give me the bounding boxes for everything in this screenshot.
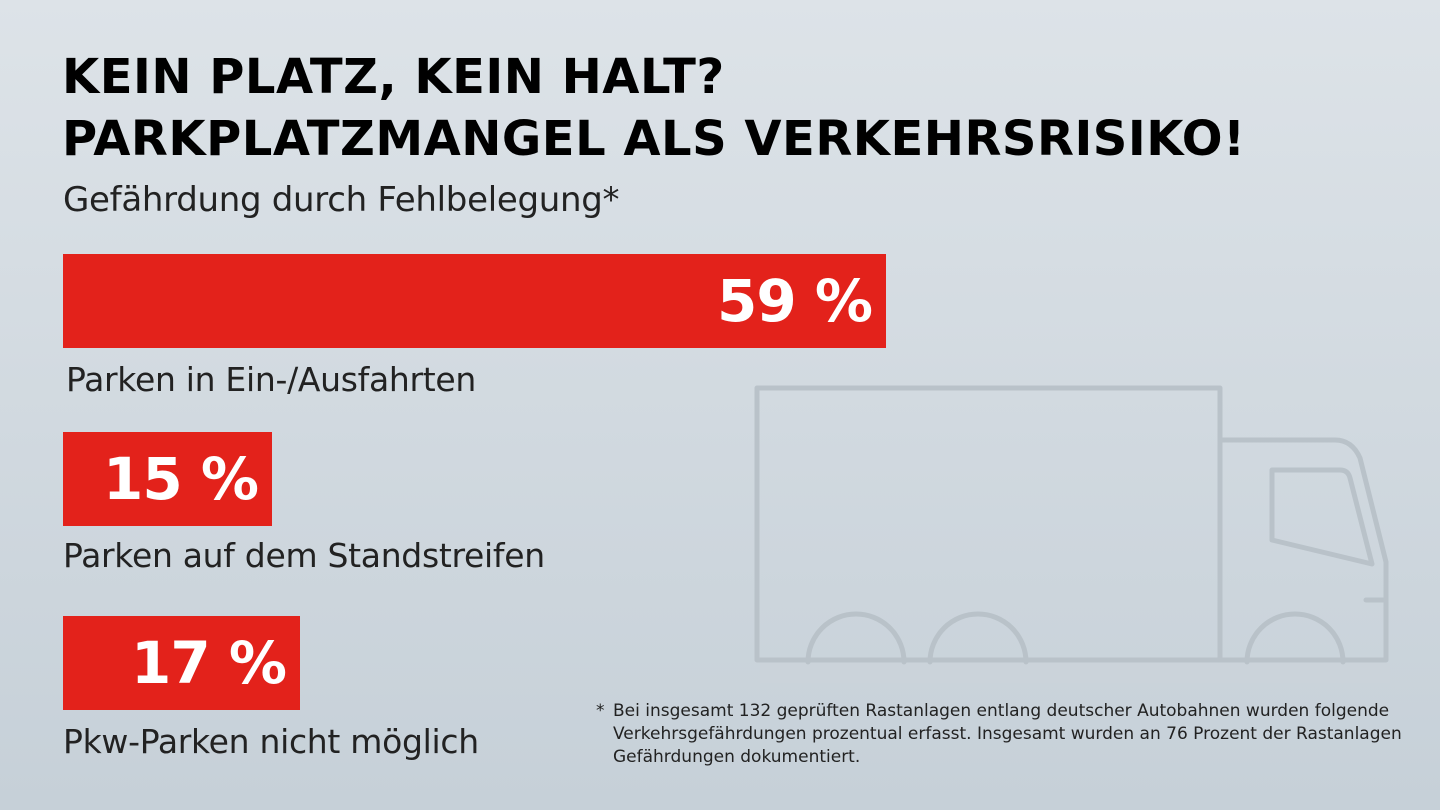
- bar-1: 59 %: [63, 254, 886, 348]
- chart-subtitle: Gefährdung durch Fehlbelegung*: [63, 180, 620, 220]
- bar-category-label: Pkw-Parken nicht möglich: [63, 722, 479, 761]
- page-title: KEIN PLATZ, KEIN HALT? PARKPLATZMANGEL A…: [62, 46, 1245, 170]
- bar-2: 15 %: [63, 432, 272, 526]
- bar-value-label: 59 %: [716, 267, 873, 335]
- footnote: * Bei insgesamt 132 geprüften Rastanlage…: [596, 700, 1416, 769]
- bar-value-label: 17 %: [130, 629, 287, 697]
- bar-value-label: 15 %: [102, 445, 259, 513]
- footnote-text: Bei insgesamt 132 geprüften Rastanlagen …: [613, 701, 1402, 767]
- bar-category-label: Parken in Ein-/Ausfahrten: [66, 360, 477, 399]
- title-line-2: PARKPLATZMANGEL ALS VERKEHRSRISIKO!: [62, 111, 1246, 167]
- bar-3: 17 %: [63, 616, 300, 710]
- footnote-marker: *: [596, 701, 605, 721]
- bar-category-label: Parken auf dem Standstreifen: [63, 536, 545, 575]
- title-line-1: KEIN PLATZ, KEIN HALT?: [62, 49, 725, 105]
